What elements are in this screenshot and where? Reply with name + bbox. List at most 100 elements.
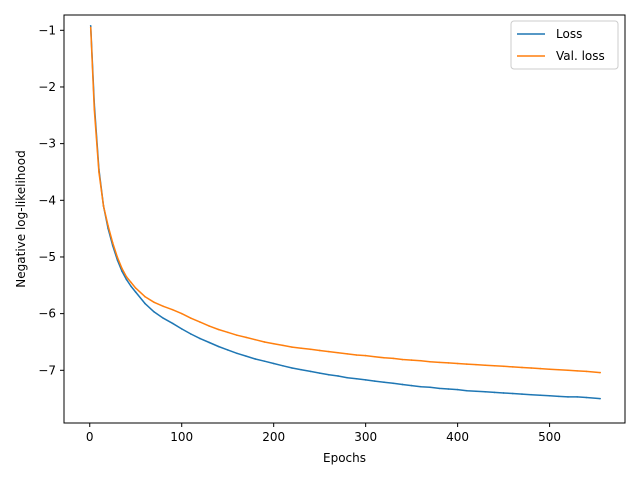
data-point — [456, 388, 459, 391]
data-point — [512, 366, 514, 368]
data-point — [226, 349, 229, 351]
data-point — [410, 384, 413, 387]
data-point — [576, 396, 578, 398]
data-point — [199, 321, 201, 323]
data-point — [337, 375, 339, 377]
data-point — [539, 394, 542, 397]
data-point — [401, 358, 404, 361]
data-point — [153, 311, 155, 313]
data-point — [245, 336, 247, 339]
data-point — [585, 370, 588, 373]
data-point — [291, 346, 293, 348]
data-point — [383, 357, 385, 359]
data-point — [199, 337, 201, 340]
data-point — [272, 342, 275, 345]
data-point — [318, 349, 321, 352]
data-point — [144, 295, 146, 298]
data-point — [374, 355, 376, 358]
data-point — [236, 334, 238, 336]
data-point — [466, 363, 468, 365]
data-point — [125, 278, 128, 281]
data-point — [420, 385, 422, 388]
data-point — [346, 353, 349, 355]
y-tick-label: −7 — [38, 363, 56, 377]
data-point — [599, 371, 601, 374]
data-point — [130, 285, 132, 288]
data-point — [153, 301, 155, 304]
data-point — [263, 341, 266, 343]
legend-label: Loss — [556, 27, 582, 41]
data-point — [162, 305, 165, 308]
data-point — [392, 357, 395, 360]
data-point — [567, 369, 569, 372]
data-point — [93, 108, 96, 111]
data-point — [599, 397, 601, 400]
legend-box — [510, 20, 619, 70]
data-point — [217, 345, 220, 348]
data-point — [493, 391, 496, 394]
data-point — [254, 338, 257, 341]
data-point — [475, 390, 477, 393]
y-tick-label: −3 — [38, 137, 56, 151]
data-point — [466, 389, 468, 392]
data-point — [337, 351, 339, 354]
data-point — [272, 362, 275, 365]
x-tick-label: 500 — [538, 430, 561, 444]
data-point — [364, 379, 367, 381]
data-point — [493, 364, 496, 367]
data-point — [475, 363, 477, 366]
data-point — [557, 395, 560, 398]
data-point — [226, 331, 229, 334]
data-point — [171, 308, 174, 311]
x-axis: 0 100 200 300 400 500 — [86, 423, 561, 444]
data-point — [236, 352, 238, 355]
data-point — [392, 382, 395, 385]
data-point — [121, 267, 123, 270]
data-point — [521, 393, 523, 395]
data-point — [512, 392, 514, 395]
data-point — [309, 348, 312, 351]
plot-area — [89, 24, 601, 400]
data-point — [162, 317, 165, 319]
data-point — [530, 367, 532, 369]
data-point — [429, 361, 431, 363]
data-point — [502, 365, 505, 368]
data-point — [130, 281, 132, 284]
data-point — [521, 366, 523, 369]
data-point — [180, 328, 183, 330]
data-point — [410, 359, 413, 361]
data-point — [585, 396, 588, 399]
data-point — [383, 381, 385, 384]
data-point — [208, 341, 211, 344]
data-point — [374, 380, 376, 382]
data-point — [502, 392, 505, 394]
data-point — [263, 360, 266, 363]
legend: Loss Val. loss — [510, 20, 619, 70]
data-point — [309, 370, 312, 373]
data-point — [557, 368, 560, 371]
data-point — [208, 325, 211, 327]
data-point — [530, 393, 532, 396]
data-point — [245, 355, 247, 357]
data-point — [98, 171, 100, 173]
data-point — [111, 242, 114, 244]
data-point — [355, 378, 358, 380]
data-point — [144, 302, 146, 305]
x-axis-title: Epochs — [323, 451, 366, 465]
data-point — [180, 312, 183, 315]
y-tick-label: −4 — [38, 193, 56, 207]
x-tick-label: 300 — [354, 430, 377, 444]
x-tick-label: 200 — [262, 430, 285, 444]
data-point — [171, 322, 174, 325]
y-axis: −7 −6 −5 −4 −3 −2 −1 — [38, 23, 64, 377]
data-point — [190, 317, 192, 319]
data-point — [254, 358, 257, 360]
data-point — [134, 291, 137, 293]
data-point — [116, 256, 119, 258]
data-point — [300, 347, 303, 350]
y-tick-label: −1 — [38, 23, 56, 37]
x-tick-label: 0 — [86, 430, 94, 444]
legend-label: Val. loss — [556, 49, 605, 63]
data-point — [346, 376, 349, 379]
